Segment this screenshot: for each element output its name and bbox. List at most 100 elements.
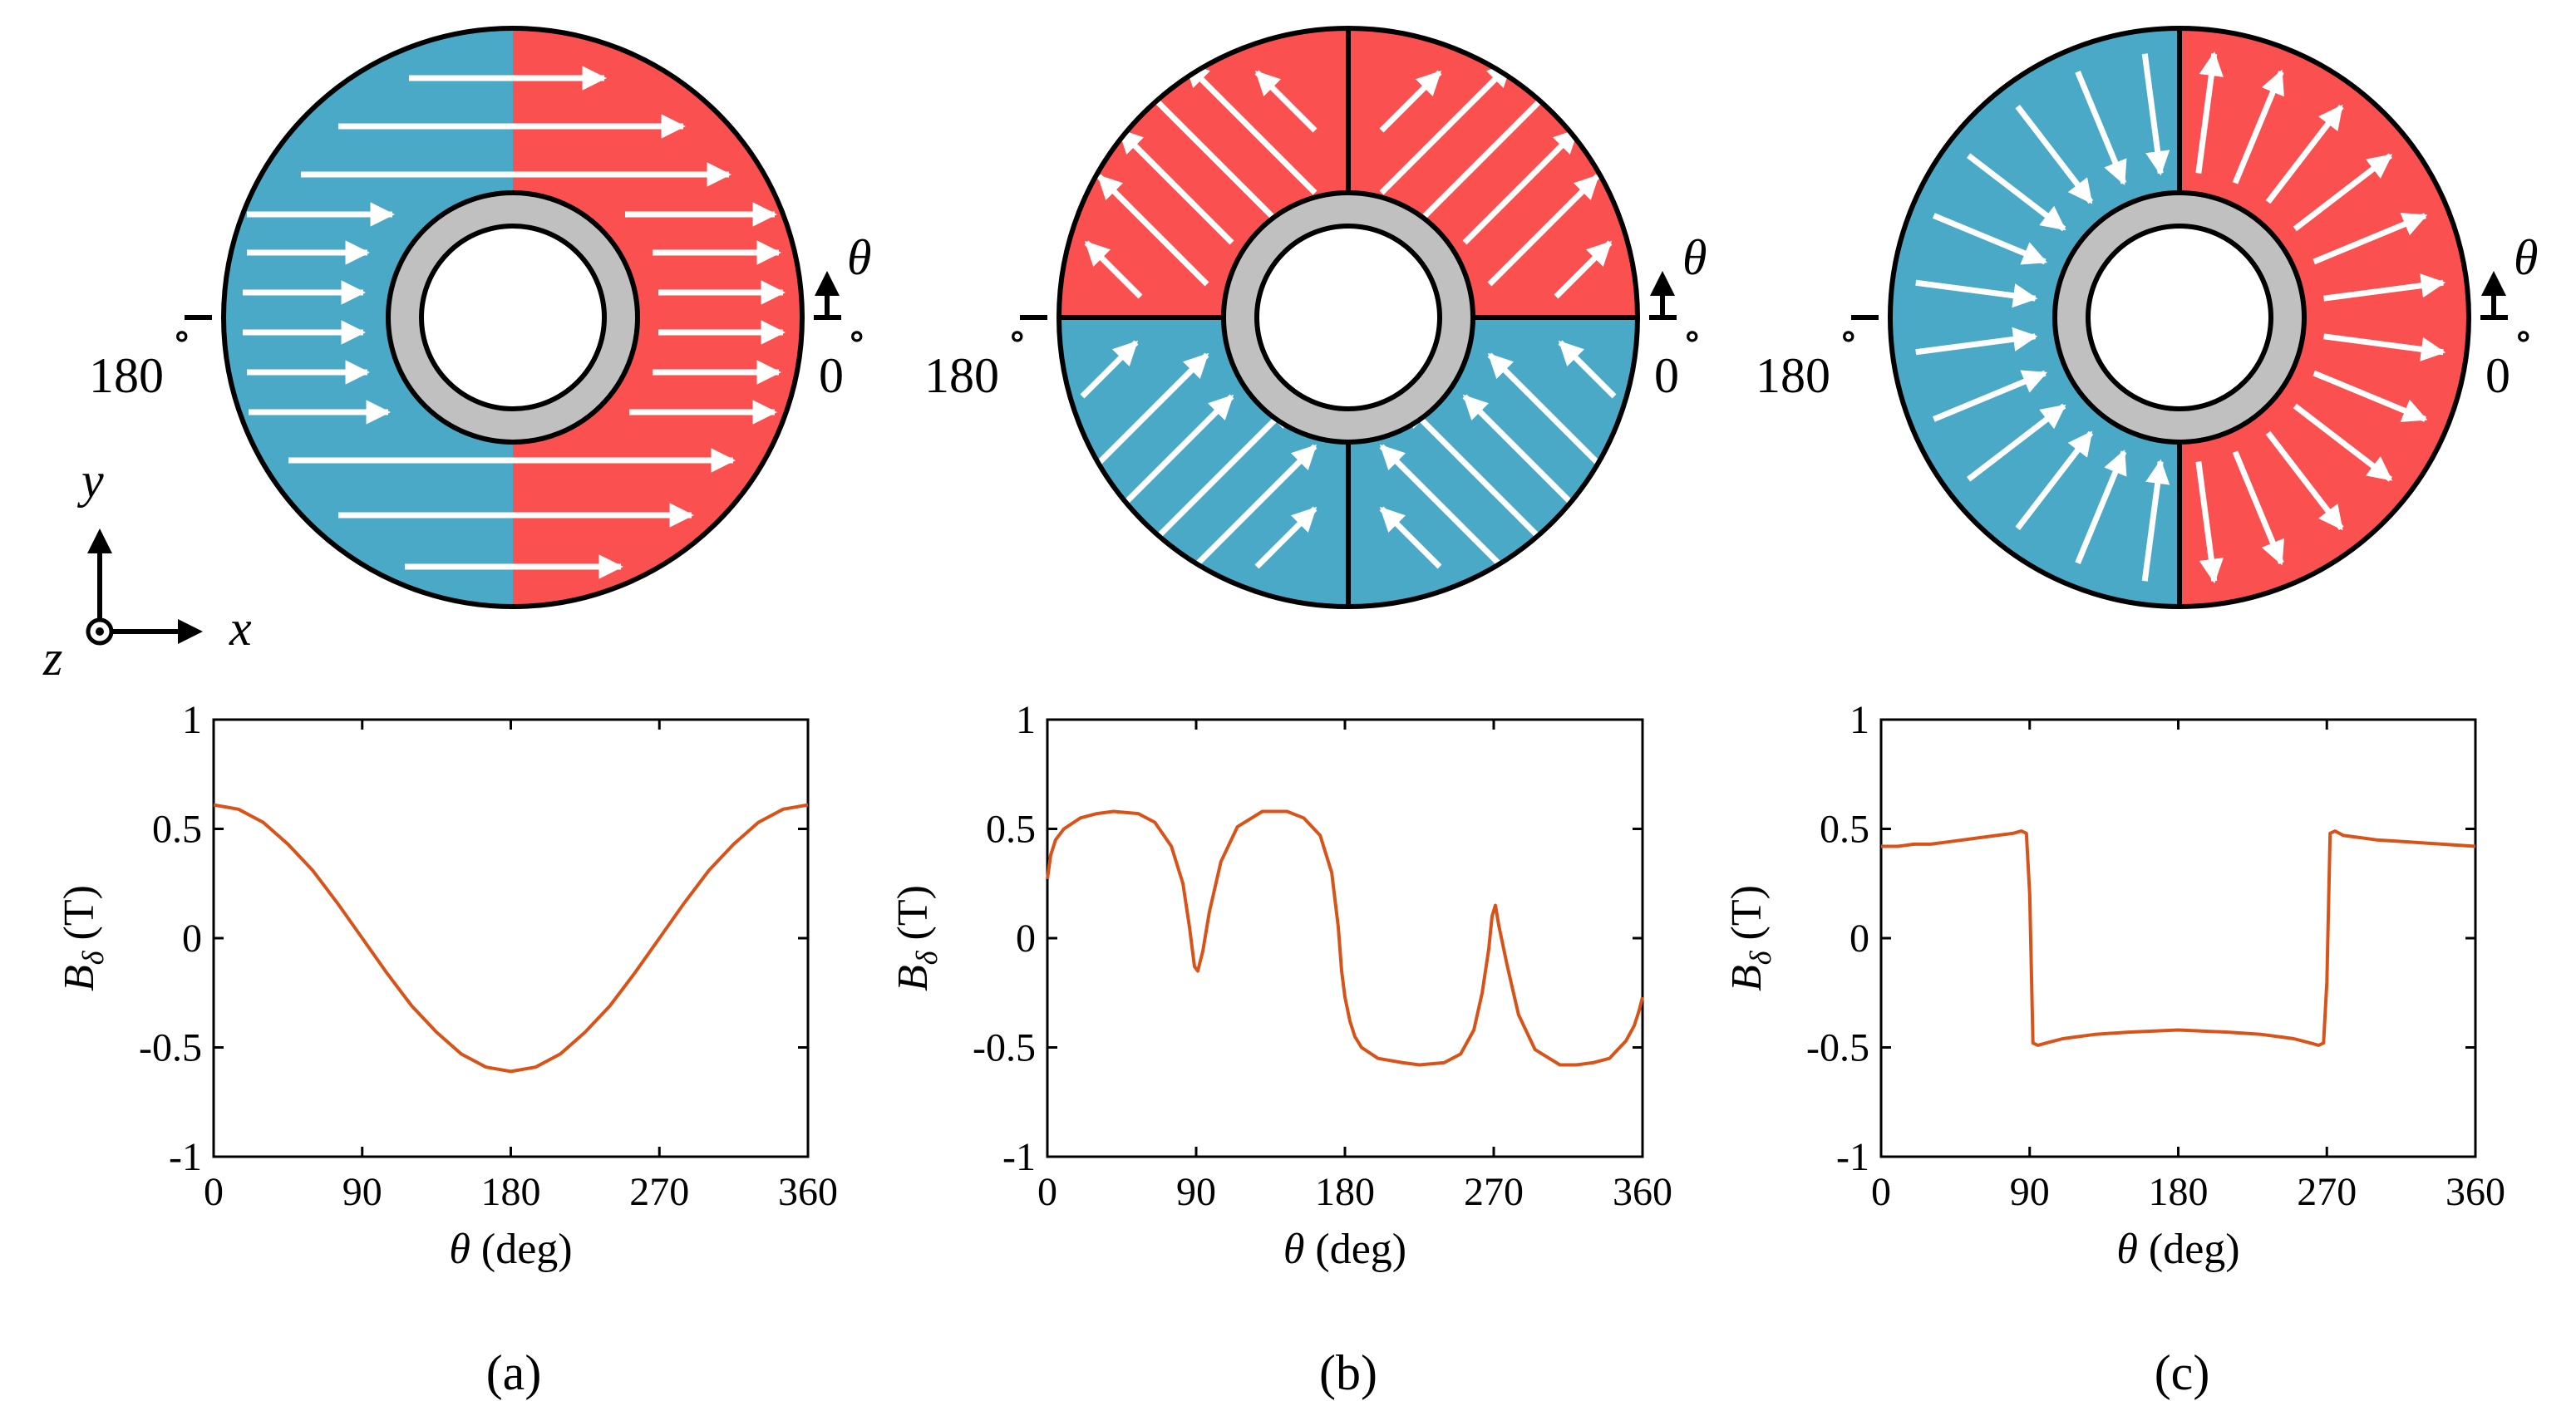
x-tick-label: 180 [1315, 1170, 1375, 1214]
chart-c: 0 90 180 270 360 -1 -0.5 0 0.5 1 θ (deg) Bδ (T) [1723, 698, 2505, 1273]
shaft-b [1254, 224, 1442, 411]
plot-frame [1046, 718, 1644, 1158]
shaft-c [2086, 224, 2273, 411]
radial-arrow [2195, 51, 2224, 174]
180-deg-sym-a: ∘ [172, 314, 192, 358]
x-tick-label: 270 [1464, 1170, 1524, 1214]
theta-label-b: θ [1682, 230, 1707, 285]
radial-arrow [2141, 53, 2170, 176]
y-axis-label: Bδ (T) [1723, 885, 1777, 991]
diagram-b [1057, 26, 1640, 609]
x-axis-label: θ (deg) [2116, 1226, 2239, 1273]
x-tick-label: 90 [2010, 1170, 2050, 1214]
x-tick-label: 0 [204, 1170, 224, 1214]
radial-arrow [2232, 69, 2284, 184]
zero-deg-label-a: 0 [819, 348, 844, 403]
y-tick-label: 1 [1016, 698, 1036, 742]
radial-arrow [2293, 153, 2393, 232]
radial-arrow [1915, 279, 2038, 308]
y-axis-label: Bδ (T) [56, 885, 110, 991]
radial-arrow [2312, 370, 2428, 422]
chart-b: 0 90 180 270 360 -1 -0.5 0 0.5 1 θ (deg) Bδ (T) [889, 698, 1672, 1273]
shaft-a [419, 224, 607, 411]
y-tick-label: -1 [1002, 1135, 1036, 1179]
180-deg-sym-c: ∘ [1839, 314, 1859, 358]
magnetization-arrows-a [243, 66, 786, 579]
y-tick-label: -1 [1836, 1135, 1869, 1179]
x-axis-label: θ (deg) [1283, 1226, 1406, 1273]
caption-a: (a) [486, 1345, 542, 1400]
axes-indicator: y x z [42, 453, 252, 686]
y-tick-label: 0 [1849, 917, 1869, 961]
radial-arrow [2293, 403, 2393, 482]
radial-arrow [1966, 403, 2066, 482]
radial-arrow [2265, 104, 2344, 204]
radial-arrow [2265, 430, 2344, 531]
y-tick-label: 0.5 [986, 808, 1036, 852]
x-axis-label: θ (deg) [449, 1226, 572, 1273]
radial-arrow [2323, 333, 2446, 361]
zero-deg-label-b: 0 [1654, 348, 1679, 403]
chart-a: 0 90 180 270 360 -1 -0.5 0 0.5 1 θ (deg) Bδ (T) [56, 698, 838, 1273]
radial-arrow [2075, 449, 2127, 564]
x-tick-label: 90 [1176, 1170, 1216, 1214]
plot-frame [212, 718, 810, 1158]
y-tick-label: 0.5 [152, 808, 202, 852]
y-tick-label: 1 [182, 698, 202, 742]
theta-label-c: θ [2514, 230, 2538, 285]
x-tick-label: 360 [778, 1170, 838, 1214]
radial-arrow [1915, 327, 2038, 356]
axis-x-label: x [229, 601, 252, 656]
y-axis-label: Bδ (T) [889, 885, 943, 991]
charts: 0 90 180 270 360 -1 -0.5 0 0.5 1 θ (deg) Bδ (T) 0 90 1… [56, 698, 2505, 1273]
x-tick-label: 360 [2445, 1170, 2505, 1214]
x-tick-label: 90 [342, 1170, 382, 1214]
radial-arrow [2195, 461, 2224, 584]
radial-arrow [2141, 459, 2170, 582]
zero-deg-sym-a: ∘ [847, 314, 867, 358]
x-tick-label: 270 [2297, 1170, 2357, 1214]
zero-deg-label-c: 0 [2485, 348, 2510, 403]
y-tick-label: 0.5 [1820, 808, 1869, 852]
radial-arrow [2015, 430, 2094, 531]
radial-arrow [2312, 213, 2428, 265]
diagram-c [1888, 26, 2471, 609]
x-tick-label: 360 [1613, 1170, 1672, 1214]
180-deg-label-c: 180 [1756, 348, 1830, 403]
y-tick-label: 0 [1016, 917, 1036, 961]
radial-arrow [2015, 104, 2094, 204]
y-tick-label: -0.5 [139, 1026, 202, 1070]
magnetization-arrows-b [1080, 61, 1617, 573]
plot-frame [1879, 718, 2477, 1158]
radial-arrow [1933, 370, 2048, 422]
radial-arrow [2075, 71, 2127, 186]
180-deg-label-b: 180 [924, 348, 999, 403]
180-deg-sym-b: ∘ [1007, 314, 1027, 358]
180-deg-label-a: 180 [89, 348, 164, 403]
y-tick-label: 1 [1849, 698, 1869, 742]
x-tick-label: 270 [629, 1170, 689, 1214]
caption-c: (c) [2155, 1345, 2210, 1400]
angle-annotations-c: θ 0 ∘ 180 ∘ [1756, 230, 2538, 403]
axis-y-label: y [76, 453, 104, 508]
y-tick-label: 0 [182, 917, 202, 961]
x-tick-label: 0 [1037, 1170, 1057, 1214]
zero-deg-sym-c: ∘ [2514, 314, 2534, 358]
axis-z-label: z [42, 631, 62, 686]
theta-label-a: θ [847, 230, 871, 285]
radial-arrow [1966, 153, 2066, 232]
x-tick-label: 180 [2149, 1170, 2209, 1214]
y-tick-label: -0.5 [973, 1026, 1036, 1070]
angle-annotations-b: θ 0 ∘ 180 ∘ [924, 230, 1707, 403]
caption-b: (b) [1319, 1345, 1377, 1400]
zero-deg-sym-b: ∘ [1682, 314, 1702, 358]
y-tick-label: -0.5 [1806, 1026, 1869, 1070]
series-line [1881, 829, 2476, 1047]
radial-arrow [1933, 213, 2048, 265]
radial-arrow [2232, 450, 2284, 566]
x-tick-label: 0 [1871, 1170, 1891, 1214]
radial-arrow [2323, 273, 2446, 302]
y-tick-label: -1 [169, 1135, 202, 1179]
series-line [1046, 809, 1644, 1067]
